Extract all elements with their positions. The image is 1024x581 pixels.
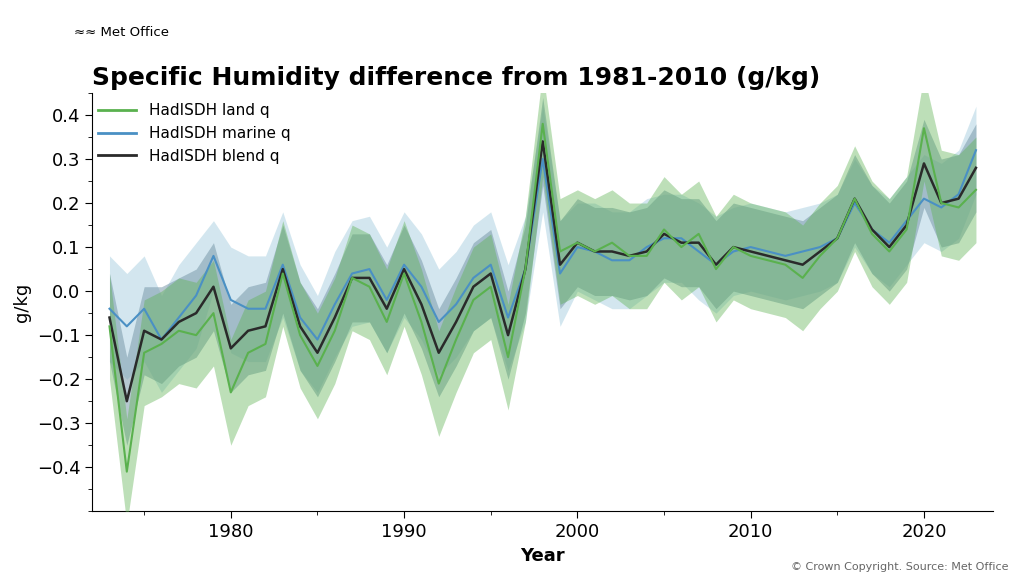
X-axis label: Year: Year [520, 547, 565, 565]
Text: © Crown Copyright. Source: Met Office: © Crown Copyright. Source: Met Office [792, 562, 1009, 572]
Y-axis label: g/kg: g/kg [13, 282, 31, 322]
Text: Specific Humidity difference from 1981-2010 (g/kg): Specific Humidity difference from 1981-2… [92, 66, 820, 89]
Text: ≈≈ Met Office: ≈≈ Met Office [74, 26, 169, 39]
Legend: HadISDH land q, HadISDH marine q, HadISDH blend q: HadISDH land q, HadISDH marine q, HadISD… [92, 97, 296, 170]
